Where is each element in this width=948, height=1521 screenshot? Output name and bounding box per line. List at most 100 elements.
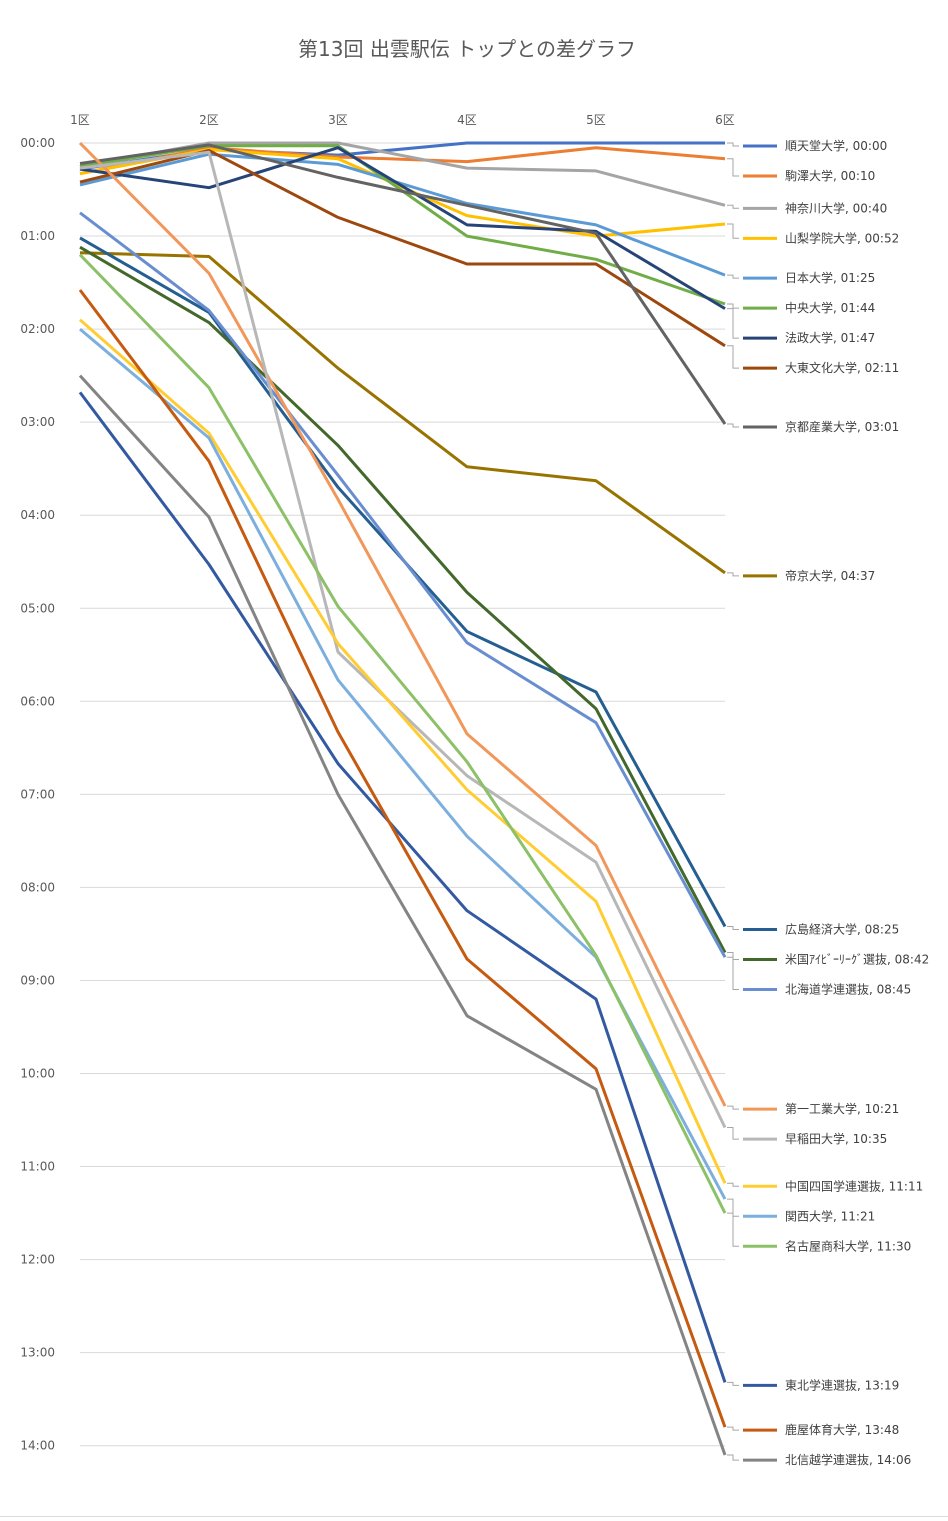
legend: 順天堂大学, 00:00 駒澤大学, 00:10 神奈川大学, 00:40 山梨学院大… [727, 138, 929, 1467]
legend-item: 駒澤大学, 00:10 [727, 158, 875, 183]
legend-item: 早稲田大学, 10:35 [727, 1127, 887, 1146]
series-line [78, 253, 727, 1214]
leader-line [727, 142, 739, 147]
series-line [78, 374, 727, 1456]
legend-label: 大東文化大学, 02:11 [785, 360, 899, 375]
leader-line [727, 956, 739, 990]
leader-line [727, 1105, 739, 1110]
legend-label: 帝京大学, 04:37 [785, 568, 875, 583]
series-lines [78, 141, 727, 1456]
y-tick-label: 10:00 [20, 1067, 55, 1081]
series-line [79, 146, 726, 310]
leader-line [727, 423, 739, 428]
legend-item: 中国四国学連選抜, 11:11 [727, 1178, 923, 1193]
legend-item: 米国ｱｲﾋﾞｰﾘｰｸﾞ選抜, 08:42 [727, 952, 929, 966]
series-line [79, 245, 727, 954]
legend-item: 東北学連選抜, 13:19 [727, 1377, 899, 1392]
y-tick-label: 08:00 [20, 880, 55, 894]
y-tick-label: 00:00 [20, 136, 55, 150]
legend-label: 米国ｱｲﾋﾞｰﾘｰｸﾞ選抜, 08:42 [785, 952, 929, 966]
legend-item: 北海道学連選抜, 08:45 [727, 956, 911, 996]
y-tick-label: 11:00 [20, 1160, 55, 1174]
legend-label: 東北学連選抜, 13:19 [785, 1377, 899, 1392]
legend-label: 北海道学連選抜, 08:45 [785, 981, 911, 996]
legend-item: 順天堂大学, 00:00 [727, 138, 887, 153]
x-tick-label: 4区 [457, 113, 477, 127]
leader-line [727, 223, 739, 239]
legend-label: 早稲田大学, 10:35 [785, 1131, 887, 1146]
leader-line [727, 952, 739, 960]
legend-label: 日本大学, 01:25 [785, 270, 875, 285]
leader-line [727, 274, 739, 279]
legend-label: 第一工業大学, 10:21 [785, 1101, 899, 1116]
y-axis-tick-labels: 00:00 01:00 02:00 03:00 04:00 05:00 06:00 07:00… [20, 136, 55, 1453]
series-line [79, 211, 727, 958]
series-line [78, 141, 727, 1107]
legend-label: 法政大学, 01:47 [785, 330, 875, 345]
leader-line [727, 308, 739, 339]
y-tick-label: 05:00 [20, 601, 55, 615]
gridlines [80, 142, 725, 1447]
legend-item: 鹿屋体育大学, 13:48 [727, 1422, 899, 1437]
leader-line [727, 1212, 739, 1247]
legend-label: 駒澤大学, 00:10 [785, 168, 875, 183]
leader-line [727, 1127, 739, 1140]
leader-line [727, 1426, 739, 1431]
leader-line [727, 926, 739, 930]
legend-item: 神奈川大学, 00:40 [727, 200, 887, 215]
legend-label: 鹿屋体育大学, 13:48 [785, 1422, 899, 1437]
leader-line [727, 1198, 739, 1217]
y-tick-label: 14:00 [20, 1439, 55, 1453]
legend-label: 順天堂大学, 00:00 [785, 138, 887, 153]
leader-line [727, 303, 739, 309]
legend-label: 関西大学, 11:21 [785, 1208, 875, 1223]
bottom-border [0, 1516, 948, 1517]
legend-item: 広島経済大学, 08:25 [727, 921, 899, 936]
chart-title: 第13回 出雲駅伝 トップとの差グラフ [298, 37, 636, 61]
legend-label: 山梨学院大学, 00:52 [785, 230, 899, 245]
leader-line [727, 204, 739, 209]
legend-item: 北信越学連選抜, 14:06 [727, 1452, 911, 1467]
legend-label: 中国四国学連選抜, 11:11 [785, 1178, 923, 1193]
y-tick-label: 01:00 [20, 229, 55, 243]
x-tick-label: 6区 [715, 113, 735, 127]
x-tick-label: 5区 [586, 113, 606, 127]
y-tick-label: 03:00 [20, 415, 55, 429]
leader-line [727, 572, 739, 577]
series-line [79, 236, 727, 928]
legend-label: 北信越学連選抜, 14:06 [785, 1452, 911, 1467]
legend-label: 中央大学, 01:44 [785, 300, 875, 315]
y-tick-label: 13:00 [20, 1346, 55, 1360]
x-tick-label: 3区 [328, 113, 348, 127]
series-line [79, 327, 727, 1200]
legend-item: 法政大学, 01:47 [727, 308, 875, 345]
series-line [78, 289, 727, 1428]
series-line [79, 251, 726, 575]
legend-item: 大東文化大学, 02:11 [727, 345, 899, 375]
series-line [78, 391, 727, 1383]
legend-label: 神奈川大学, 00:40 [785, 200, 887, 215]
leader-line [727, 1381, 739, 1386]
legend-label: 広島経済大学, 08:25 [785, 921, 899, 936]
leader-line [727, 1454, 739, 1461]
legend-item: 第一工業大学, 10:21 [727, 1101, 899, 1116]
legend-label: 名古屋商科大学, 11:30 [785, 1238, 911, 1253]
legend-label: 京都産業大学, 03:01 [785, 419, 899, 434]
series-line [79, 152, 726, 277]
x-axis-tick-labels: 1区 2区 3区 4区 5区 6区 [70, 113, 735, 127]
legend-item: 京都産業大学, 03:01 [727, 419, 899, 434]
y-tick-label: 04:00 [20, 508, 55, 522]
legend-item: 名古屋商科大学, 11:30 [727, 1212, 911, 1253]
series-line [79, 150, 727, 1129]
x-tick-label: 1区 [70, 113, 90, 127]
legend-item: 帝京大学, 04:37 [727, 568, 875, 583]
series-line [79, 318, 727, 1184]
x-tick-label: 2区 [199, 113, 219, 127]
leader-line [727, 158, 739, 177]
y-tick-label: 12:00 [20, 1253, 55, 1267]
y-tick-label: 07:00 [20, 787, 55, 801]
legend-item: 山梨学院大学, 00:52 [727, 223, 899, 245]
y-tick-label: 02:00 [20, 322, 55, 336]
leader-line [727, 1182, 739, 1187]
